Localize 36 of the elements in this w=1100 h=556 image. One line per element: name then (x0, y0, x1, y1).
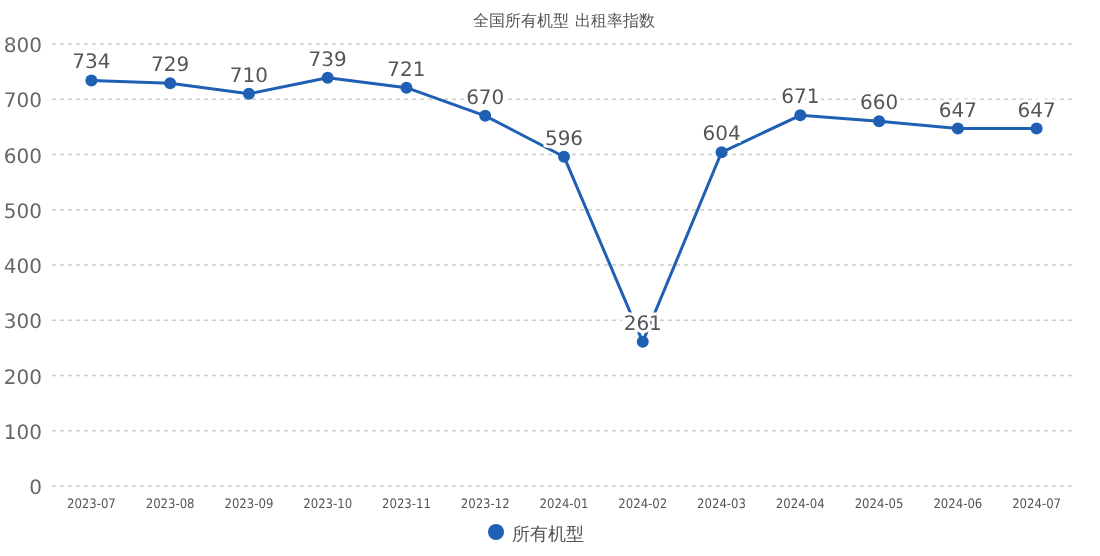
data-label: 670 (466, 87, 505, 110)
point (873, 115, 886, 128)
point (951, 122, 964, 135)
data-label: 671 (781, 87, 820, 110)
data-label: 647 (1017, 100, 1056, 123)
data-label: 596 (544, 128, 584, 151)
point (715, 146, 728, 159)
y-tick-label: 100 (3, 422, 42, 445)
y-tick-label: 0 (29, 478, 42, 500)
point (636, 335, 649, 348)
y-tick-label: 800 (3, 36, 42, 58)
point (321, 71, 334, 84)
legend-label: 所有机型 (512, 524, 584, 546)
data-label: 647 (938, 100, 977, 123)
y-tick-label: 400 (3, 257, 42, 279)
data-label: 729 (151, 55, 190, 78)
point (558, 150, 570, 163)
y-tick-label: 300 (3, 312, 42, 335)
data-label: 739 (308, 49, 347, 72)
data-label: 604 (702, 124, 741, 147)
point (1030, 122, 1043, 135)
data-label: 710 (229, 65, 269, 88)
chart-title: 全国所有机型 出租率指数 (473, 12, 655, 30)
y-tick-label: 600 (3, 146, 42, 169)
point (479, 109, 492, 122)
point (400, 81, 413, 94)
data-label: 721 (387, 59, 426, 82)
data-label: 660 (859, 93, 899, 116)
point (242, 87, 255, 100)
point (794, 109, 807, 122)
point (164, 77, 177, 90)
point (85, 74, 98, 87)
data-label: 734 (72, 52, 111, 75)
y-tick-label: 700 (3, 91, 42, 114)
y-tick-label: 500 (3, 201, 42, 224)
y-tick-label: 200 (3, 367, 42, 390)
